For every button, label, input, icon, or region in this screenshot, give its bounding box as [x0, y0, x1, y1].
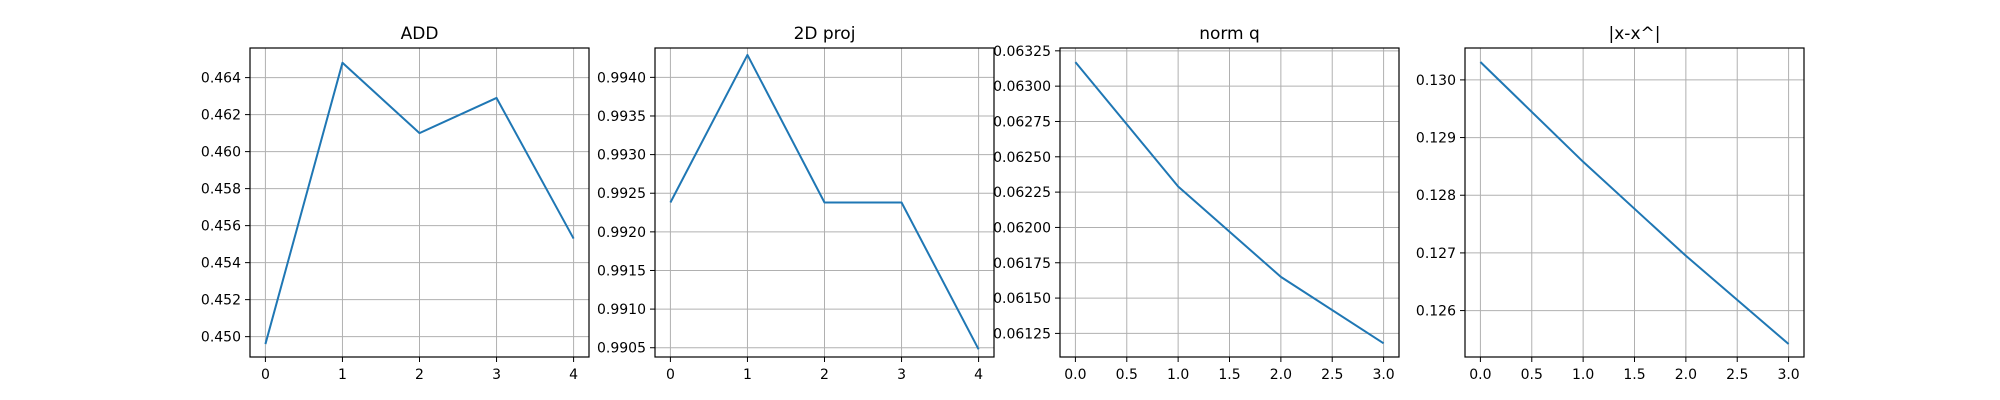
x-tick-label: 3.0 — [1777, 367, 1799, 383]
y-tick-label: 0.456 — [201, 219, 241, 235]
x-tick-label: 3.0 — [1372, 367, 1394, 383]
y-tick-label: 0.462 — [201, 108, 241, 124]
y-tick-label: 0.450 — [201, 330, 241, 346]
y-tick-label: 0.452 — [201, 293, 241, 309]
series-line — [669, 53, 980, 350]
y-tick-label: 0.126 — [1416, 304, 1456, 320]
y-tick-label: 0.06275 — [993, 114, 1051, 130]
x-tick-label: 3 — [492, 367, 501, 383]
x-tick-label: 1 — [743, 367, 752, 383]
series-line — [264, 61, 575, 345]
y-tick-label: 0.9915 — [597, 263, 646, 279]
y-tick-label: 0.06250 — [993, 150, 1051, 166]
y-tick-label: 0.460 — [201, 145, 241, 161]
chart-panel-1: 0 1 2 3 4 0.450 0.452 0.454 0.456 0.458 0.460 0.462… — [201, 24, 590, 383]
y-tick-label: 0.06225 — [993, 185, 1051, 201]
y-tick-label: 0.9920 — [597, 225, 646, 241]
axes-frame — [1059, 47, 1400, 358]
x-tick-label: 0.5 — [1521, 367, 1543, 383]
x-tick-label: 1.5 — [1623, 367, 1645, 383]
x-tick-label: 2.5 — [1321, 367, 1343, 383]
y-tick-label: 0.9925 — [597, 186, 646, 202]
axes-frame — [1464, 47, 1805, 358]
y-tick-label: 0.06175 — [993, 256, 1051, 272]
y-tick-label: 0.06150 — [993, 291, 1051, 307]
chart-title: 2D proj — [794, 24, 856, 44]
x-tick-label: 2.0 — [1270, 367, 1292, 383]
chart-title: norm q — [1199, 24, 1260, 44]
y-tick-label: 0.127 — [1416, 246, 1456, 262]
x-tick-label: 3 — [897, 367, 906, 383]
y-tick-label: 0.9930 — [597, 148, 646, 164]
y-tick-label: 0.06325 — [993, 44, 1051, 60]
y-tick-label: 0.9910 — [597, 302, 646, 318]
y-tick-label: 0.129 — [1416, 131, 1456, 147]
x-tick-label: 2.5 — [1726, 367, 1748, 383]
y-tick-label: 0.9905 — [597, 341, 646, 357]
x-tick-label: 0 — [666, 367, 675, 383]
y-tick-label: 0.9940 — [597, 70, 646, 86]
series-line — [1479, 61, 1790, 345]
chart-title: |x-x^| — [1609, 24, 1661, 44]
x-tick-label: 0.5 — [1116, 367, 1138, 383]
x-tick-label: 0.0 — [1469, 367, 1491, 383]
x-tick-label: 1.0 — [1167, 367, 1189, 383]
y-tick-label: 0.454 — [201, 256, 241, 272]
chart-title: ADD — [401, 24, 439, 44]
chart-panel-4: 0.0 0.5 1.0 1.5 2.0 2.5 3.0 0.126 0.127 0.128 0.12… — [1416, 24, 1805, 383]
x-tick-label: 2 — [820, 367, 829, 383]
y-tick-label: 0.06200 — [993, 220, 1051, 236]
x-tick-label: 4 — [569, 367, 578, 383]
y-tick-label: 0.06300 — [993, 79, 1051, 95]
chart-panel-3: 0.0 0.5 1.0 1.5 2.0 2.5 3.0 0.06125 0.06150 0.061… — [993, 24, 1400, 383]
x-tick-label: 2 — [415, 367, 424, 383]
y-tick-label: 0.9935 — [597, 109, 646, 125]
chart-panel-2: 0 1 2 3 4 0.9905 0.9910 0.9915 0.9920 0.9925 0.993… — [597, 24, 995, 383]
y-tick-label: 0.130 — [1416, 73, 1456, 89]
x-tick-label: 1.0 — [1572, 367, 1594, 383]
x-tick-label: 0 — [261, 367, 270, 383]
y-tick-label: 0.458 — [201, 182, 241, 198]
y-tick-label: 0.06125 — [993, 326, 1051, 342]
axes-frame — [249, 47, 590, 358]
series-line — [1074, 61, 1385, 345]
x-tick-label: 4 — [974, 367, 983, 383]
x-tick-label: 1 — [338, 367, 347, 383]
x-tick-label: 1.5 — [1218, 367, 1240, 383]
y-tick-label: 0.128 — [1416, 188, 1456, 204]
x-tick-label: 2.0 — [1675, 367, 1697, 383]
axes-frame — [654, 47, 995, 358]
x-tick-label: 0.0 — [1064, 367, 1086, 383]
y-tick-label: 0.464 — [201, 71, 241, 87]
